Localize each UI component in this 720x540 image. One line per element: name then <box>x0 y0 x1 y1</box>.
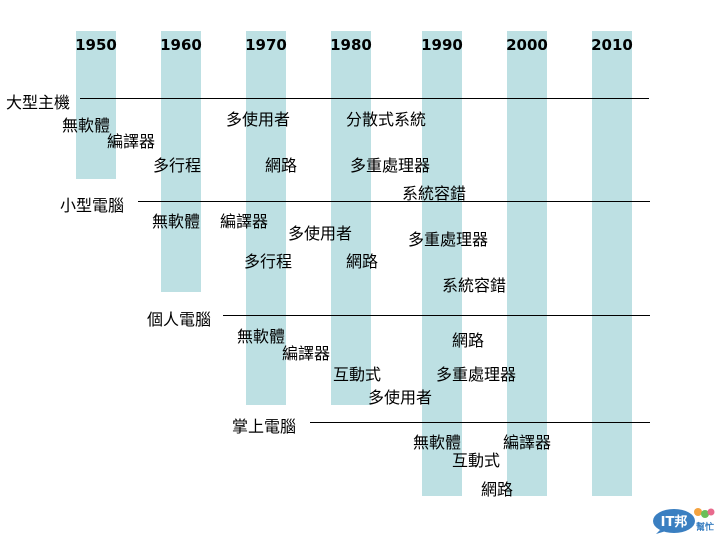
mainframe-feature: 網路 <box>265 156 298 175</box>
handheld-feature: 互動式 <box>452 451 501 470</box>
year-column-1950 <box>76 31 116 179</box>
year-label-1990: 1990 <box>421 36 463 54</box>
logo-bubble <box>653 509 695 533</box>
year-label-1970: 1970 <box>245 36 287 54</box>
era-label-mainframe: 大型主機 <box>6 93 71 112</box>
logo-text: IT邦 <box>661 514 688 530</box>
minicomputer-feature: 多行程 <box>244 252 293 271</box>
logo-face-orange <box>694 508 702 516</box>
year-column-1970 <box>246 31 286 405</box>
minicomputer-feature: 多重處理器 <box>408 230 489 249</box>
minicomputer-feature: 系統容錯 <box>442 276 507 295</box>
pc-feature: 網路 <box>452 331 485 350</box>
year-label-1960: 1960 <box>160 36 202 54</box>
mainframe-feature: 多重處理器 <box>350 156 431 175</box>
handheld-feature: 無軟體 <box>413 433 462 452</box>
logo-graphic: IT邦 幫忙 <box>653 508 715 534</box>
handheld-feature: 網路 <box>481 480 514 499</box>
year-label-2010: 2010 <box>591 36 633 54</box>
era-label-handheld: 掌上電腦 <box>232 417 297 436</box>
minicomputer-feature: 網路 <box>346 252 379 271</box>
year-column-1990 <box>422 31 462 496</box>
pc-feature: 多重處理器 <box>436 365 517 384</box>
pc-feature: 多使用者 <box>368 388 433 407</box>
year-column-1980 <box>331 31 371 405</box>
pc-feature: 互動式 <box>333 365 382 384</box>
ithome-logo: IT邦 幫忙 <box>650 505 716 535</box>
minicomputer-feature: 多使用者 <box>288 224 353 243</box>
year-label-1950: 1950 <box>75 36 117 54</box>
year-column-2010 <box>592 31 632 496</box>
minicomputer-feature: 無軟體 <box>152 212 201 231</box>
era-line-pc <box>223 315 650 316</box>
era-label-pc: 個人電腦 <box>147 310 212 329</box>
mainframe-feature: 系統容錯 <box>402 184 467 203</box>
mainframe-feature: 編譯器 <box>107 132 156 151</box>
logo-face-green <box>701 510 709 518</box>
logo-subtext: 幫忙 <box>696 521 714 533</box>
year-column-2000 <box>507 31 547 496</box>
era-line-mainframe <box>80 98 649 99</box>
logo-bubble-tail <box>656 530 666 534</box>
mainframe-feature: 多行程 <box>153 156 202 175</box>
pc-feature: 編譯器 <box>282 344 331 363</box>
year-label-1980: 1980 <box>330 36 372 54</box>
year-label-2000: 2000 <box>506 36 548 54</box>
logo-face-pink <box>707 508 715 516</box>
mainframe-feature: 分散式系統 <box>346 110 427 129</box>
year-column-1960 <box>161 31 201 292</box>
handheld-feature: 編譯器 <box>503 433 552 452</box>
era-line-handheld <box>310 422 650 423</box>
era-line-minicomputer <box>138 201 650 202</box>
mainframe-feature: 多使用者 <box>226 110 291 129</box>
pc-feature: 無軟體 <box>237 327 286 346</box>
mainframe-feature: 無軟體 <box>62 116 111 135</box>
era-label-minicomputer: 小型電腦 <box>60 196 125 215</box>
minicomputer-feature: 編譯器 <box>220 212 269 231</box>
